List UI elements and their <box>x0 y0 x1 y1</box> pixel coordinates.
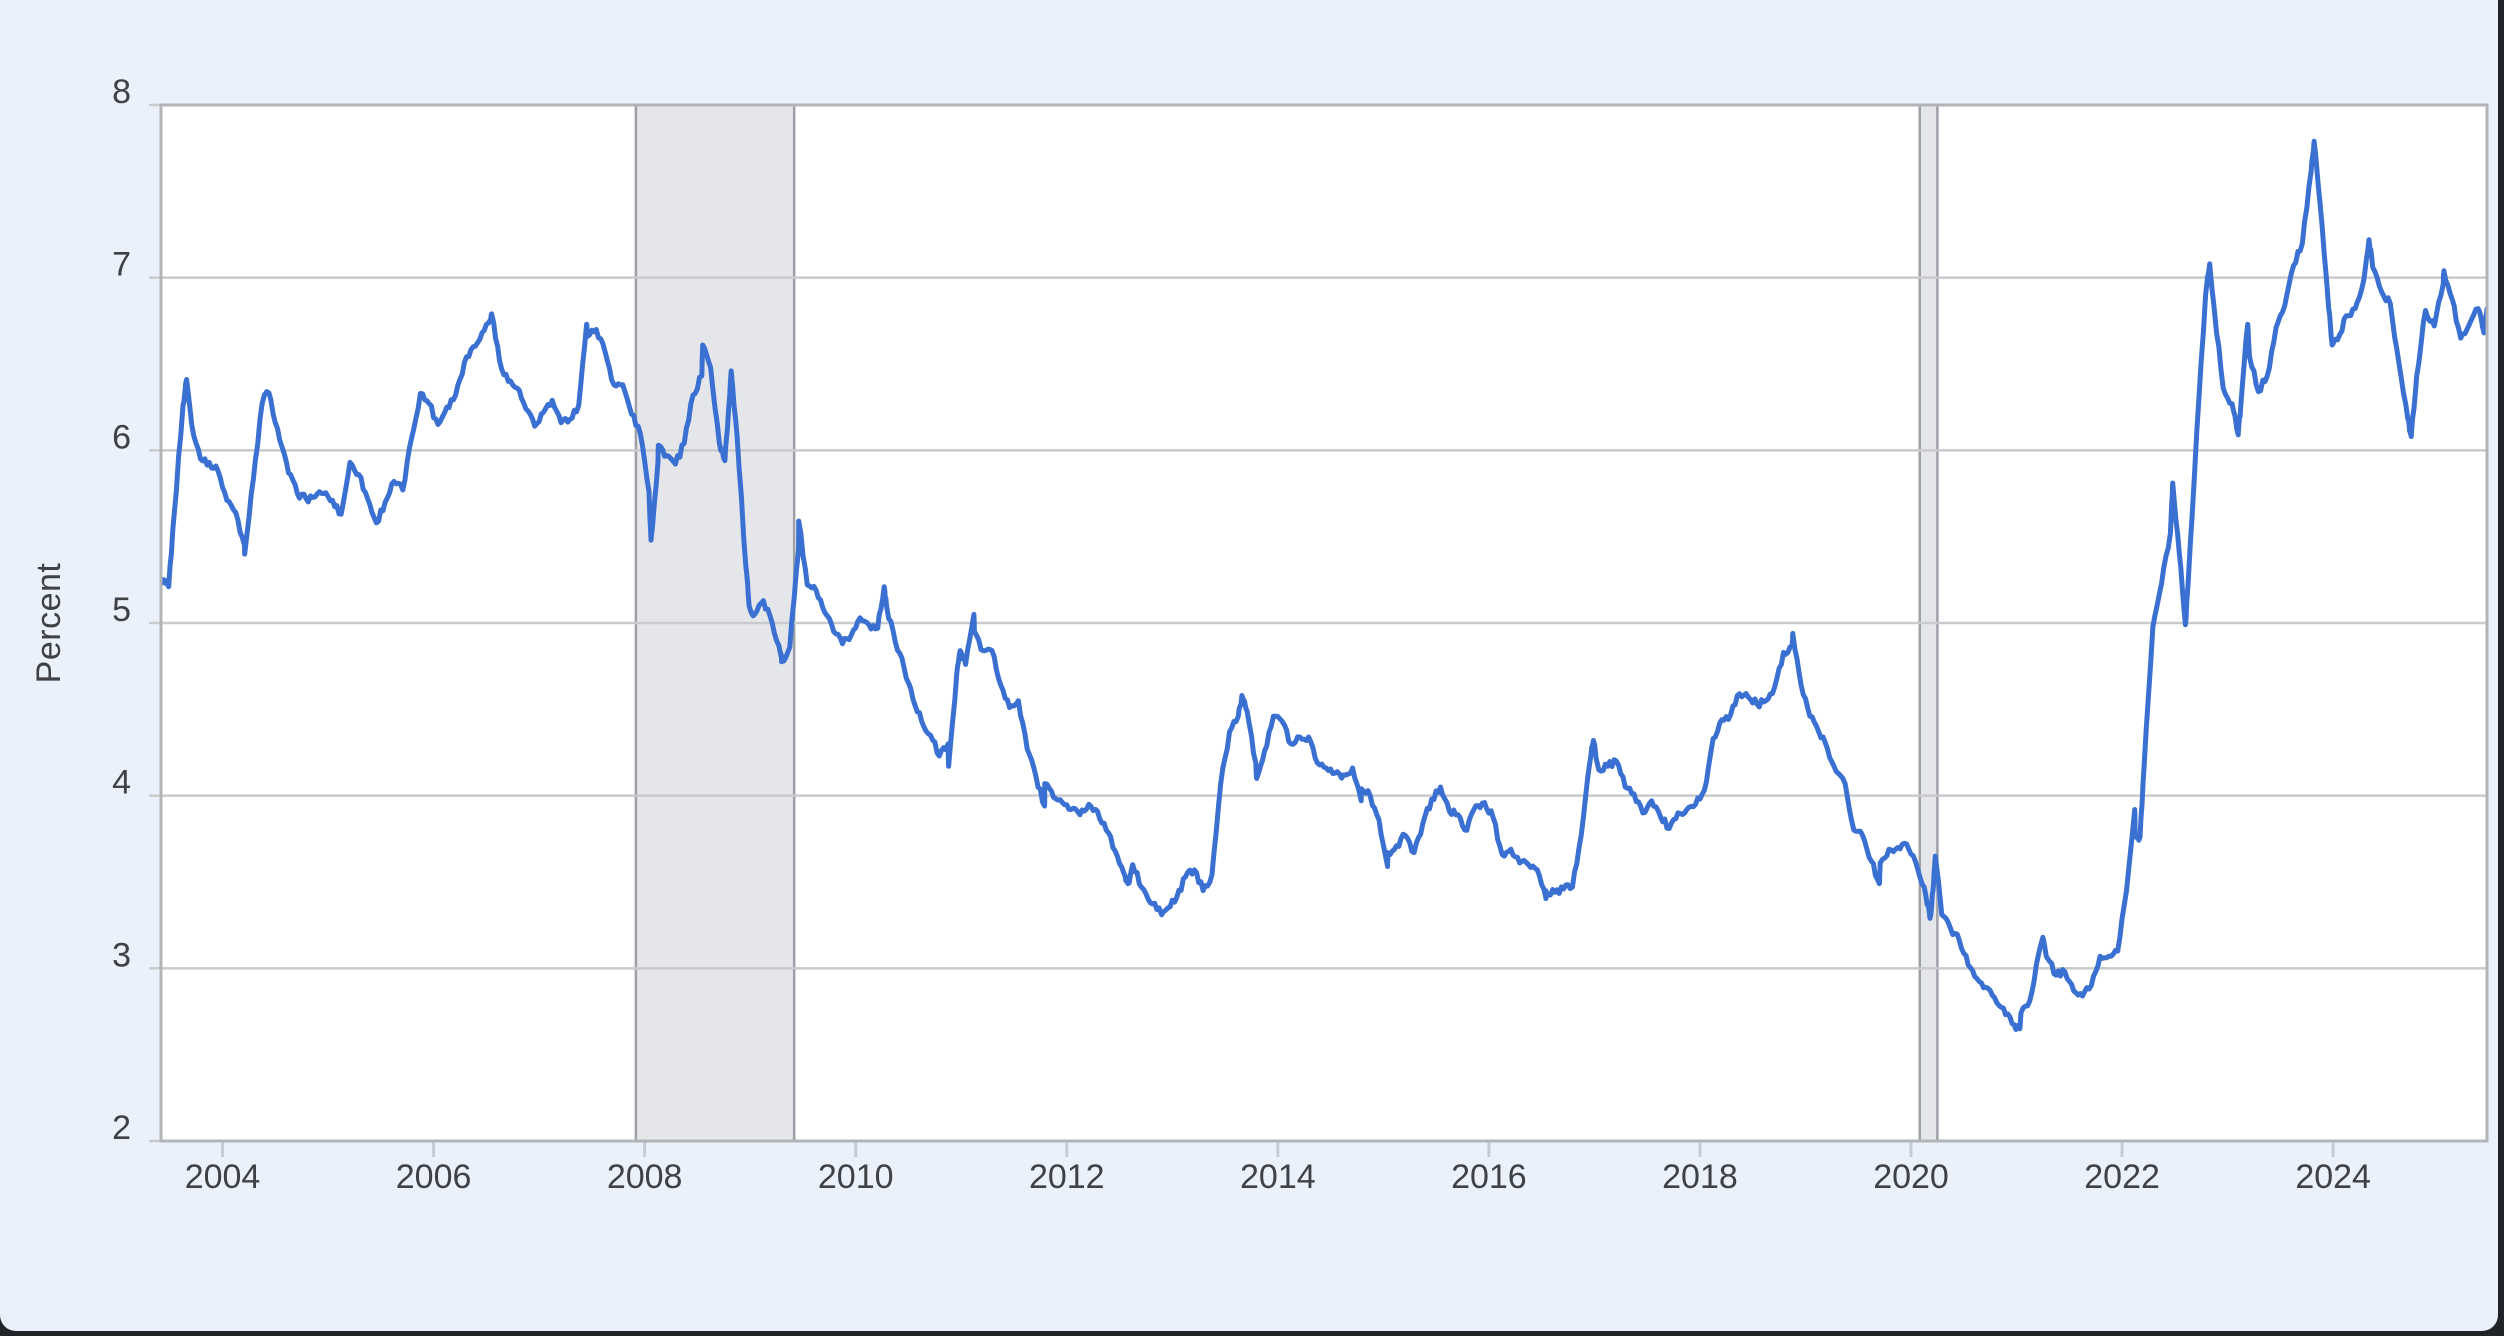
x-axis-tick-label: 2008 <box>607 1158 683 1196</box>
x-axis-tick-label: 2006 <box>396 1158 472 1196</box>
x-axis-tick-label: 2018 <box>1662 1158 1738 1196</box>
y-axis-tick-label: 3 <box>112 936 131 974</box>
y-axis-tick-label: 2 <box>112 1109 131 1147</box>
y-axis-title: Percent <box>30 562 68 684</box>
x-axis-tick-label: 2024 <box>2295 1158 2371 1196</box>
rate-line-series[interactable] <box>161 138 2487 1032</box>
y-axis-tick-label: 4 <box>112 764 131 802</box>
x-axis-tick-label: 2016 <box>1451 1158 1527 1196</box>
x-axis-tick-label: 2020 <box>1873 1158 1949 1196</box>
y-axis-tick-label: 8 <box>112 73 131 111</box>
x-axis-tick-label: 2022 <box>2084 1158 2160 1196</box>
x-axis-tick-label: 2014 <box>1240 1158 1316 1196</box>
x-axis-tick-label: 2004 <box>185 1158 261 1196</box>
y-axis-tick-label: 6 <box>112 418 131 456</box>
x-axis-tick-label: 2012 <box>1029 1158 1105 1196</box>
y-axis-tick-label: 7 <box>112 246 131 284</box>
plot-border <box>159 103 2489 1143</box>
x-axis-tick-label: 2010 <box>818 1158 894 1196</box>
y-axis-tick-label: 5 <box>112 591 131 629</box>
